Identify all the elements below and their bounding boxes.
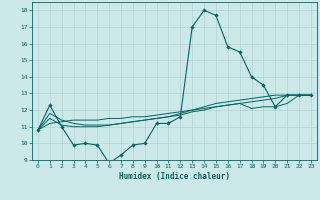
X-axis label: Humidex (Indice chaleur): Humidex (Indice chaleur)	[119, 172, 230, 181]
